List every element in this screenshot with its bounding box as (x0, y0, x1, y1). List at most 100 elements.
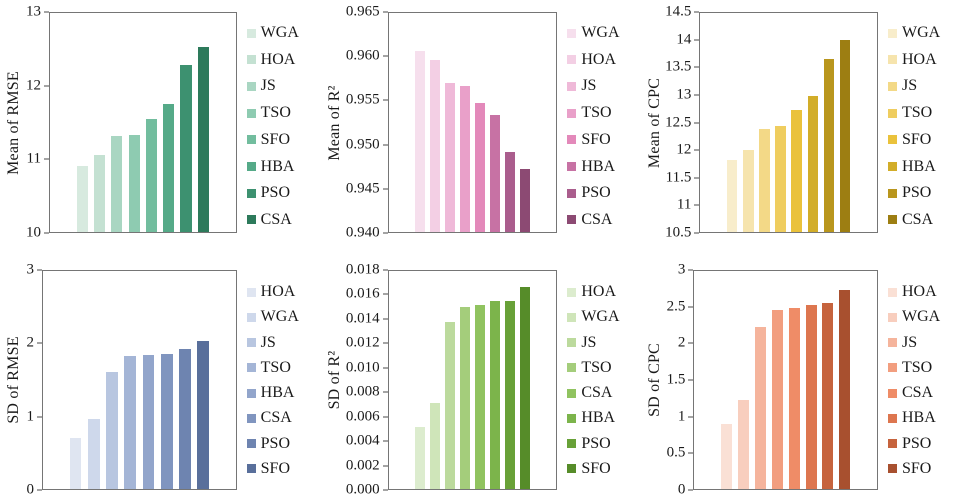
legend-item-pso: PSO (567, 185, 637, 201)
y-tick-mark (382, 391, 388, 393)
legend-item-wga: WGA (567, 25, 637, 41)
legend-item-hoa: HOA (887, 284, 958, 300)
y-tick: 0.5 (667, 445, 694, 461)
y-tick-label: 0.002 (345, 457, 380, 474)
legend-label: WGA (901, 24, 941, 41)
y-tick-mark (688, 379, 694, 381)
y-tick-mark (382, 440, 388, 442)
y-tick-label: 0.018 (345, 261, 380, 278)
y-tick: 11 (27, 151, 49, 167)
y-axis-title: Mean of R² (325, 12, 345, 233)
legend-item-csa: CSA (887, 385, 958, 401)
chart-mean-r2: Mean of R² 0.965 0.960 0.955 0.950 0.945 0.94… (321, 0, 642, 250)
y-tick: 0.002 (346, 458, 388, 473)
y-axis-title-text: SD of CPC (646, 343, 664, 417)
legend-swatch (246, 55, 256, 65)
legend-swatch (887, 162, 897, 172)
y-tick-mark (694, 177, 700, 179)
legend-swatch (567, 312, 577, 322)
legend-swatch (887, 28, 897, 38)
bar-sfo (475, 103, 485, 232)
legend-item-sfo: SFO (246, 130, 317, 148)
legend-swatch (246, 162, 256, 172)
legend-label: JS (260, 77, 276, 95)
bar-wga (726, 160, 738, 232)
bar-csa (475, 304, 485, 489)
legend-swatch (246, 413, 256, 423)
legend-swatch (887, 413, 897, 423)
legend: HOA WGA JS TSO HBA CSA PSO SFO (246, 270, 317, 490)
y-tick: 11.5 (666, 170, 700, 185)
y-tick: 2.5 (667, 299, 694, 314)
y-tick-mark (382, 367, 388, 369)
bar-hoa (69, 438, 82, 489)
legend-label: SFO (581, 130, 611, 148)
legend-item-js: JS (246, 77, 317, 95)
y-tick-mark (44, 85, 49, 87)
legend-item-hba: HBA (246, 158, 317, 175)
y-tick-label: 2 (26, 334, 35, 351)
y-tick-mark (694, 204, 700, 206)
y-tick-label: 12.5 (665, 114, 692, 130)
y-tick-mark (382, 318, 388, 320)
y-tick-label: 0.965 (345, 3, 380, 20)
legend-item-pso: PSO (887, 434, 958, 452)
bar-sfo (839, 289, 851, 489)
y-axis-ticks: 3 2.5 2 1.5 1 0.5 0 (665, 262, 694, 497)
legend-label: CSA (581, 210, 613, 228)
y-tick-label: 14 (676, 31, 692, 48)
legend-item-sfo: SFO (567, 130, 637, 148)
legend-swatch (567, 108, 577, 118)
legend-swatch (887, 464, 897, 474)
y-axis-ticks: 0.965 0.960 0.955 0.950 0.945 0.940 (345, 4, 388, 240)
y-tick-label: 0.004 (345, 432, 380, 449)
bar-js (754, 326, 766, 489)
y-axis-title-text: SD of R² (325, 350, 343, 410)
legend-swatch (887, 338, 897, 348)
legend-swatch (887, 215, 897, 225)
y-tick-label: 0.012 (345, 334, 380, 351)
bar-hba (142, 354, 155, 489)
legend-item-pso: PSO (246, 185, 317, 201)
y-tick-mark (694, 39, 700, 41)
legend-item-tso: TSO (246, 104, 317, 122)
legend-swatch (246, 188, 256, 198)
bar-csa (788, 308, 800, 489)
bar-tso (775, 126, 786, 232)
legend-item-sfo: SFO (887, 131, 958, 148)
legend-swatch (246, 135, 256, 145)
legend-label: HBA (581, 157, 616, 175)
y-tick: 14 (676, 31, 700, 48)
legend-label: CSA (581, 384, 613, 402)
bar-hoa (93, 154, 106, 232)
legend-item-hba: HBA (567, 157, 637, 175)
legend-label: WGA (260, 24, 299, 41)
legend-label: JS (901, 77, 918, 95)
legend-swatch (567, 135, 577, 145)
y-tick-mark (688, 452, 694, 454)
y-tick-mark (688, 342, 694, 344)
legend-label: TSO (260, 104, 291, 122)
y-tick: 1 (678, 409, 694, 424)
legend-swatch (246, 81, 256, 91)
legend-label: PSO (901, 434, 932, 452)
legend-swatch (567, 287, 577, 297)
legend-item-wga: WGA (246, 309, 317, 325)
bar-wga (76, 165, 88, 232)
legend-item-js: JS (887, 334, 958, 351)
legend-item-hba: HBA (246, 385, 317, 401)
y-tick-label: 12 (26, 77, 41, 94)
y-tick: 0.950 (346, 137, 388, 152)
bar-sfo (791, 109, 802, 232)
y-tick-mark (688, 489, 694, 491)
bar-sfo (197, 340, 210, 489)
legend: WGA HOA JS TSO SFO HBA PSO CSA (246, 12, 317, 233)
legend-label: SFO (260, 130, 291, 148)
y-tick: 14.5 (665, 4, 700, 20)
plot-area (387, 270, 558, 490)
legend-item-hoa: HOA (246, 51, 317, 68)
y-axis-title: Mean of RMSE (4, 12, 24, 233)
y-tick: 1 (27, 409, 42, 424)
legend-item-js: JS (246, 334, 317, 351)
legend-item-csa: CSA (567, 385, 637, 401)
